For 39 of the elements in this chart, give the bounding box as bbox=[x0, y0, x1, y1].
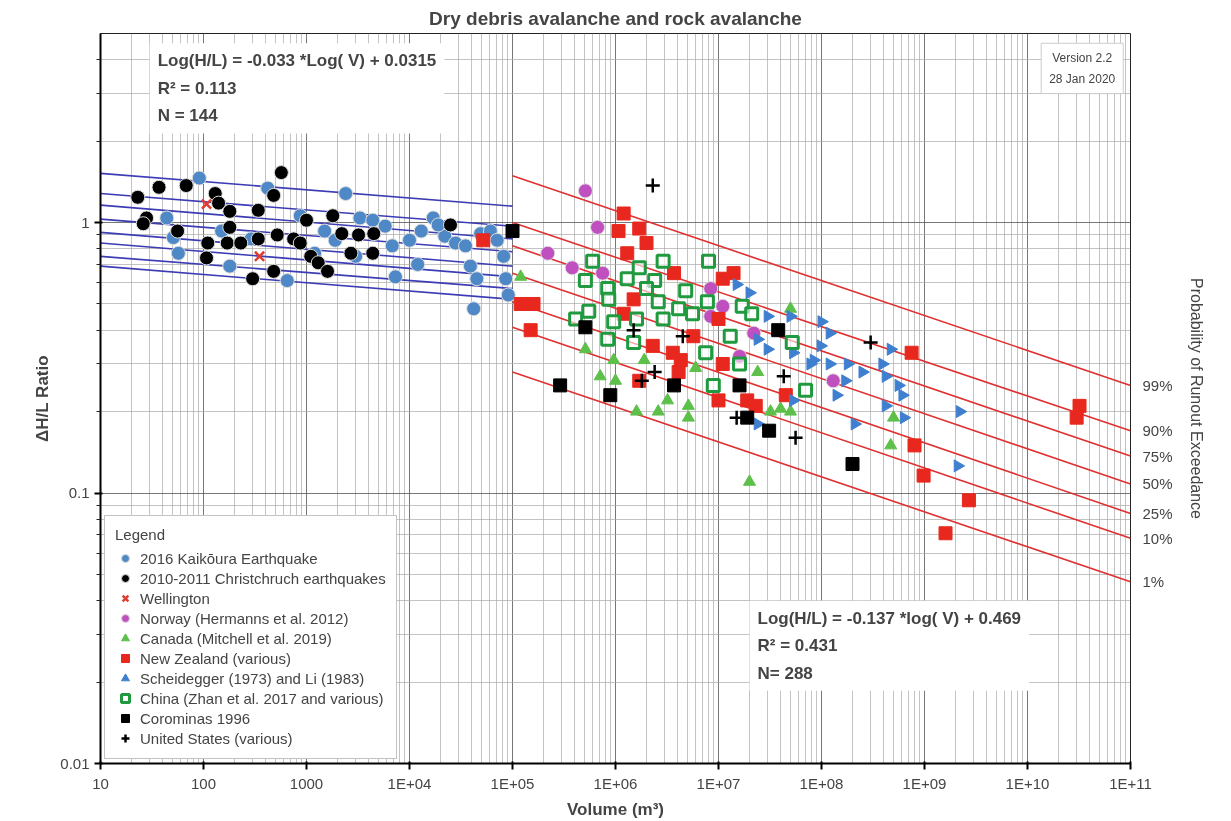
series-label: 10% bbox=[1142, 529, 1173, 547]
series-label: 25% bbox=[1142, 505, 1173, 523]
series-label: 99% bbox=[1142, 376, 1173, 394]
legend-label: 2016 Kaikōura Earthquake bbox=[140, 548, 318, 568]
legend-label: Norway (Hermanns et al. 2012) bbox=[140, 608, 349, 628]
legend-label: United States (various) bbox=[140, 728, 293, 748]
x-tick-label: 1E+05 bbox=[490, 774, 535, 792]
y-axis-title: ΔH/L Ratio bbox=[33, 355, 53, 442]
y-tick-label: 1 bbox=[81, 213, 90, 231]
y-tick-label: 0.01 bbox=[60, 754, 90, 772]
x-tick-label: 1E+04 bbox=[387, 774, 432, 792]
chart-title: Dry debris avalanche and rock avalanche bbox=[429, 7, 802, 29]
y2-axis-title: Probability of Runout Exceedance bbox=[1187, 277, 1205, 520]
x-tick-label: 1E+06 bbox=[593, 774, 638, 792]
series-label: 50% bbox=[1142, 475, 1173, 493]
x-tick-label: 10 bbox=[92, 774, 109, 792]
legend-label: New Zealand (various) bbox=[140, 648, 291, 668]
annotation: Log(H/L) = -0.033 *Log( V) + 0.0315 R² = 0.113 N = 144 bbox=[157, 51, 437, 126]
legend-title: Legend bbox=[115, 526, 167, 543]
legend-label: 2010-2011 Christchruch earthquakes bbox=[140, 568, 386, 588]
legend-label: Corominas 1996 bbox=[140, 708, 251, 728]
x-tick-label: 1000 bbox=[289, 774, 324, 792]
y-tick-label: 0.1 bbox=[68, 484, 90, 502]
legend-label: Canada (Mitchell et al. 2019) bbox=[140, 628, 332, 648]
x-tick-label: 1E+08 bbox=[799, 774, 844, 792]
x-tick-label: 100 bbox=[190, 774, 217, 792]
series-label: 90% bbox=[1142, 422, 1173, 440]
annotation: Version 2.2 28 Jan 2020 bbox=[1049, 51, 1116, 86]
legend-label: China (Zhan et al. 2017 and various) bbox=[140, 688, 384, 708]
x-tick-label: 1E+11 bbox=[1109, 774, 1152, 792]
series-label: 75% bbox=[1142, 447, 1173, 465]
x-axis-title: Volume (m³) bbox=[567, 799, 664, 819]
x-tick-label: 1E+09 bbox=[902, 774, 947, 792]
legend-label: Wellington bbox=[140, 588, 210, 608]
x-tick-label: 1E+10 bbox=[1005, 774, 1050, 792]
legend-label: Scheidegger (1973) and Li (1983) bbox=[140, 668, 365, 688]
series-label: 1% bbox=[1142, 573, 1165, 591]
annotation: Log(H/L) = -0.137 *log( V) + 0.469 R² = 0.431 N= 288 bbox=[757, 608, 1022, 683]
x-tick-label: 1E+07 bbox=[696, 774, 741, 792]
